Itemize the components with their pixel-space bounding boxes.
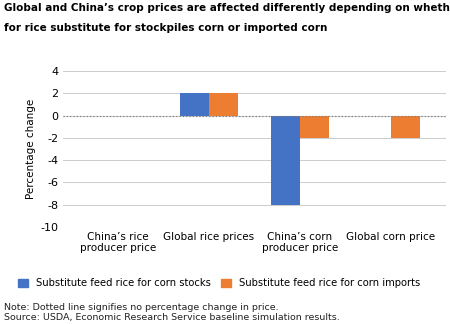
Y-axis label: Percentage change: Percentage change <box>26 99 36 199</box>
Bar <box>270 116 300 204</box>
Text: for rice substitute for stockpiles corn or imported corn: for rice substitute for stockpiles corn … <box>4 23 328 33</box>
Legend: Substitute feed rice for corn stocks, Substitute feed rice for corn imports: Substitute feed rice for corn stocks, Su… <box>18 278 420 288</box>
Bar <box>180 94 209 116</box>
Text: Note: Dotted line signifies no percentage change in price.
Source: USDA, Economi: Note: Dotted line signifies no percentag… <box>4 303 340 322</box>
Bar <box>300 116 329 138</box>
Text: Global and China’s crop prices are affected differently depending on whether rel: Global and China’s crop prices are affec… <box>4 3 450 13</box>
Bar <box>391 116 420 138</box>
Bar <box>209 94 238 116</box>
